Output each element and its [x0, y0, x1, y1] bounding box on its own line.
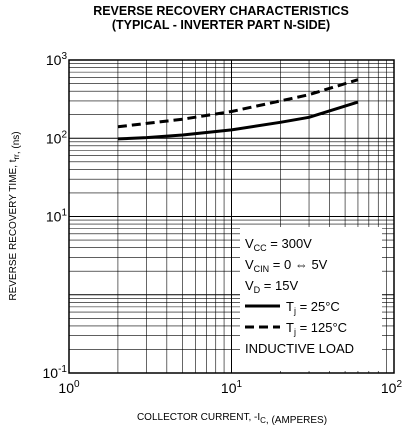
condition-3: VD = 15V: [245, 278, 298, 295]
series-line-1: [117, 100, 359, 141]
series-group: [117, 78, 359, 141]
condition-1: VCC = 300V: [245, 236, 312, 253]
legend: VCC = 300V VCIN = 0 ⇔ 5V VD = 15V Tj = 25°C…: [245, 236, 354, 356]
y-tick-label: 101: [46, 208, 68, 225]
y-tick-label: 10-1: [43, 364, 68, 381]
chart-title: REVERSE RECOVERY CHARACTERISTICS: [93, 4, 349, 18]
tick-labels: 100 101 102 103 102 101 10-1: [43, 51, 402, 396]
x-tick-label: 100: [58, 379, 80, 396]
chart-subtitle: (TYPICAL - INVERTER PART N-SIDE): [111, 18, 331, 32]
legend-label-1: Tj = 25°C: [286, 299, 340, 316]
x-axis-label: COLLECTOR CURRENT, -IC, (AMPERES): [137, 412, 327, 426]
y-tick-label: 102: [46, 129, 68, 146]
legend-box: [240, 227, 382, 371]
plot-frame: [68, 59, 395, 374]
y-tick-label: 103: [46, 51, 68, 68]
condition-2: VCIN = 0 ⇔ 5V: [245, 257, 328, 274]
y-axis-label: REVERSE RECOVERY TIME, trr, (ns): [8, 131, 22, 300]
x-tick-label: 102: [381, 379, 402, 396]
load-note: INDUCTIVE LOAD: [245, 341, 354, 356]
grid: [69, 60, 394, 373]
series-line-2: [117, 78, 359, 129]
legend-label-2: Tj = 125°C: [286, 320, 347, 337]
x-tick-label: 101: [221, 379, 243, 396]
